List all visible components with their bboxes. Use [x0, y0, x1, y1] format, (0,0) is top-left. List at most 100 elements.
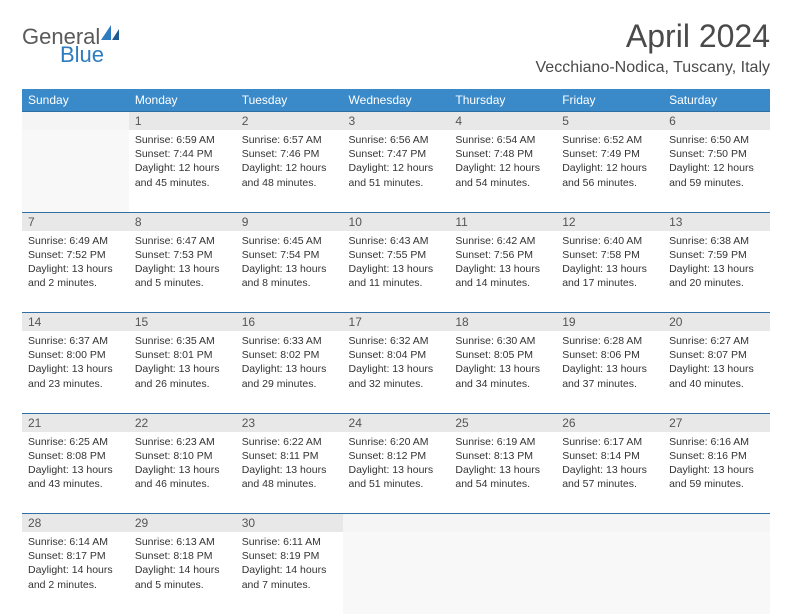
- info-row: Sunrise: 6:49 AMSunset: 7:52 PMDaylight:…: [22, 231, 770, 313]
- day-header: Wednesday: [343, 89, 450, 112]
- logo: General Blue: [22, 24, 121, 50]
- day-number: [449, 514, 556, 533]
- day-cell: Sunrise: 6:32 AMSunset: 8:04 PMDaylight:…: [343, 331, 450, 413]
- daylight-text-1: Daylight: 13 hours: [669, 262, 764, 276]
- day-number: 23: [236, 413, 343, 432]
- day-header: Thursday: [449, 89, 556, 112]
- sunrise-text: Sunrise: 6:16 AM: [669, 435, 764, 449]
- daynum-row: 123456: [22, 112, 770, 131]
- day-cell: Sunrise: 6:25 AMSunset: 8:08 PMDaylight:…: [22, 432, 129, 514]
- daynum-row: 78910111213: [22, 212, 770, 231]
- sunrise-text: Sunrise: 6:33 AM: [242, 334, 337, 348]
- day-number: [663, 514, 770, 533]
- daylight-text-1: Daylight: 12 hours: [349, 161, 444, 175]
- daylight-text-2: and 2 minutes.: [28, 276, 123, 290]
- sunrise-text: Sunrise: 6:14 AM: [28, 535, 123, 549]
- sunset-text: Sunset: 7:47 PM: [349, 147, 444, 161]
- sunset-text: Sunset: 7:48 PM: [455, 147, 550, 161]
- daylight-text-1: Daylight: 13 hours: [135, 362, 230, 376]
- day-cell: Sunrise: 6:33 AMSunset: 8:02 PMDaylight:…: [236, 331, 343, 413]
- daylight-text-1: Daylight: 13 hours: [455, 362, 550, 376]
- day-number: 25: [449, 413, 556, 432]
- sunrise-text: Sunrise: 6:59 AM: [135, 133, 230, 147]
- sunrise-text: Sunrise: 6:27 AM: [669, 334, 764, 348]
- day-cell: Sunrise: 6:37 AMSunset: 8:00 PMDaylight:…: [22, 331, 129, 413]
- daylight-text-1: Daylight: 12 hours: [135, 161, 230, 175]
- daylight-text-2: and 46 minutes.: [135, 477, 230, 491]
- daylight-text-2: and 26 minutes.: [135, 377, 230, 391]
- daylight-text-2: and 20 minutes.: [669, 276, 764, 290]
- sunrise-text: Sunrise: 6:57 AM: [242, 133, 337, 147]
- day-number: 22: [129, 413, 236, 432]
- daylight-text-1: Daylight: 13 hours: [349, 362, 444, 376]
- sunrise-text: Sunrise: 6:43 AM: [349, 234, 444, 248]
- day-number: 6: [663, 112, 770, 131]
- day-cell: Sunrise: 6:13 AMSunset: 8:18 PMDaylight:…: [129, 532, 236, 614]
- daylight-text-1: Daylight: 13 hours: [455, 463, 550, 477]
- daylight-text-1: Daylight: 12 hours: [242, 161, 337, 175]
- day-cell: Sunrise: 6:28 AMSunset: 8:06 PMDaylight:…: [556, 331, 663, 413]
- day-cell: Sunrise: 6:17 AMSunset: 8:14 PMDaylight:…: [556, 432, 663, 514]
- sunrise-text: Sunrise: 6:56 AM: [349, 133, 444, 147]
- daylight-text-1: Daylight: 13 hours: [669, 463, 764, 477]
- daylight-text-1: Daylight: 13 hours: [242, 262, 337, 276]
- sunrise-text: Sunrise: 6:38 AM: [669, 234, 764, 248]
- month-title: April 2024: [536, 18, 771, 55]
- sunset-text: Sunset: 8:17 PM: [28, 549, 123, 563]
- daylight-text-1: Daylight: 13 hours: [349, 262, 444, 276]
- daylight-text-2: and 51 minutes.: [349, 477, 444, 491]
- day-header: Monday: [129, 89, 236, 112]
- daylight-text-1: Daylight: 13 hours: [455, 262, 550, 276]
- info-row: Sunrise: 6:37 AMSunset: 8:00 PMDaylight:…: [22, 331, 770, 413]
- day-number: 7: [22, 212, 129, 231]
- daylight-text-2: and 59 minutes.: [669, 477, 764, 491]
- day-header-row: Sunday Monday Tuesday Wednesday Thursday…: [22, 89, 770, 112]
- day-number: 29: [129, 514, 236, 533]
- sunset-text: Sunset: 7:53 PM: [135, 248, 230, 262]
- day-cell: Sunrise: 6:30 AMSunset: 8:05 PMDaylight:…: [449, 331, 556, 413]
- daylight-text-1: Daylight: 14 hours: [28, 563, 123, 577]
- day-number: 16: [236, 313, 343, 332]
- daylight-text-1: Daylight: 12 hours: [562, 161, 657, 175]
- calendar-table: Sunday Monday Tuesday Wednesday Thursday…: [22, 89, 770, 614]
- day-number: [22, 112, 129, 131]
- daynum-row: 21222324252627: [22, 413, 770, 432]
- sunrise-text: Sunrise: 6:17 AM: [562, 435, 657, 449]
- sunrise-text: Sunrise: 6:49 AM: [28, 234, 123, 248]
- day-cell: Sunrise: 6:54 AMSunset: 7:48 PMDaylight:…: [449, 130, 556, 212]
- daylight-text-1: Daylight: 13 hours: [28, 463, 123, 477]
- sunset-text: Sunset: 7:50 PM: [669, 147, 764, 161]
- info-row: Sunrise: 6:59 AMSunset: 7:44 PMDaylight:…: [22, 130, 770, 212]
- logo-text-blue: Blue: [60, 42, 104, 68]
- day-cell: Sunrise: 6:16 AMSunset: 8:16 PMDaylight:…: [663, 432, 770, 514]
- sunset-text: Sunset: 8:07 PM: [669, 348, 764, 362]
- daylight-text-2: and 14 minutes.: [455, 276, 550, 290]
- day-cell: Sunrise: 6:38 AMSunset: 7:59 PMDaylight:…: [663, 231, 770, 313]
- day-cell: [22, 130, 129, 212]
- sunrise-text: Sunrise: 6:19 AM: [455, 435, 550, 449]
- day-header: Tuesday: [236, 89, 343, 112]
- daylight-text-2: and 45 minutes.: [135, 176, 230, 190]
- sunrise-text: Sunrise: 6:35 AM: [135, 334, 230, 348]
- day-header: Saturday: [663, 89, 770, 112]
- sunrise-text: Sunrise: 6:25 AM: [28, 435, 123, 449]
- daylight-text-1: Daylight: 13 hours: [135, 262, 230, 276]
- daylight-text-1: Daylight: 13 hours: [562, 463, 657, 477]
- daylight-text-1: Daylight: 13 hours: [28, 262, 123, 276]
- day-cell: Sunrise: 6:22 AMSunset: 8:11 PMDaylight:…: [236, 432, 343, 514]
- day-number: 24: [343, 413, 450, 432]
- sunset-text: Sunset: 7:46 PM: [242, 147, 337, 161]
- day-number: 4: [449, 112, 556, 131]
- daylight-text-1: Daylight: 13 hours: [242, 362, 337, 376]
- sunset-text: Sunset: 7:58 PM: [562, 248, 657, 262]
- day-cell: [556, 532, 663, 614]
- day-cell: Sunrise: 6:52 AMSunset: 7:49 PMDaylight:…: [556, 130, 663, 212]
- sunset-text: Sunset: 8:05 PM: [455, 348, 550, 362]
- day-number: 27: [663, 413, 770, 432]
- day-number: 26: [556, 413, 663, 432]
- sunset-text: Sunset: 8:06 PM: [562, 348, 657, 362]
- daylight-text-2: and 7 minutes.: [242, 578, 337, 592]
- day-number: 1: [129, 112, 236, 131]
- day-number: 11: [449, 212, 556, 231]
- day-number: [343, 514, 450, 533]
